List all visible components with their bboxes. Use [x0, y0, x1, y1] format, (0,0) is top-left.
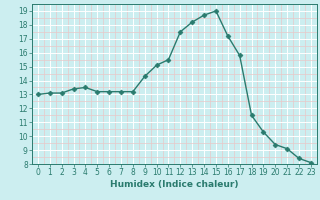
- X-axis label: Humidex (Indice chaleur): Humidex (Indice chaleur): [110, 180, 239, 189]
